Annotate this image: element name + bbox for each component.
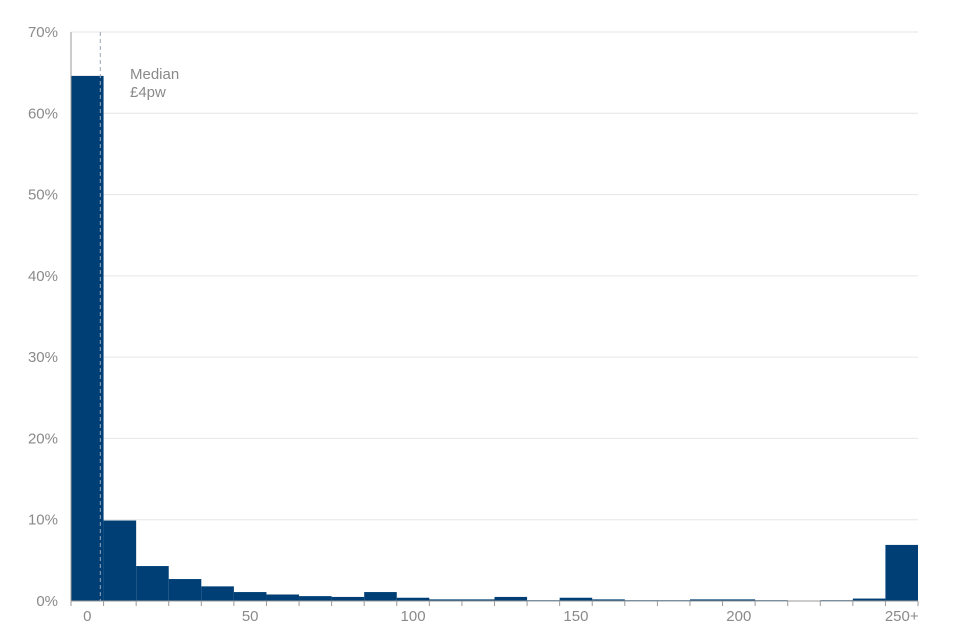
y-tick-label: 20%: [28, 430, 58, 447]
x-tick-label: 100: [401, 608, 426, 625]
x-tick-label: 50: [242, 608, 259, 625]
bars: [71, 75, 918, 601]
histogram-bar: [885, 544, 918, 601]
histogram-bar: [364, 592, 397, 601]
histogram-bar: [136, 566, 169, 601]
median-label: Median: [130, 66, 179, 83]
x-tick-label: 200: [726, 608, 751, 625]
histogram-bar: [266, 594, 300, 601]
histogram-bar: [689, 599, 723, 601]
histogram-bar: [559, 597, 593, 601]
y-tick-label: 60%: [28, 105, 58, 122]
x-tick-label: 250+: [885, 608, 919, 625]
median-marker: Median £4pw: [99, 32, 179, 601]
histogram-bar: [299, 596, 332, 601]
gridlines: [71, 31, 918, 521]
x-tick-label: 150: [563, 608, 588, 625]
histogram-bar: [168, 579, 202, 601]
y-tick-label: 0%: [36, 593, 58, 610]
histogram-bar: [852, 598, 886, 601]
x-tick-label: 0: [83, 608, 91, 625]
y-tick-label: 10%: [28, 512, 58, 529]
histogram-bar: [103, 520, 137, 601]
histogram-bar: [722, 599, 756, 601]
histogram-bar: [331, 596, 365, 601]
y-tick-label: 50%: [28, 187, 58, 204]
histogram-bar: [429, 599, 462, 601]
y-tick-label: 40%: [28, 268, 58, 285]
histogram-bar: [71, 75, 104, 601]
axes: 0% 10% 20% 30% 40% 50% 60% 70% 0 50 100 150 200 250+: [28, 24, 919, 625]
y-tick-label: 30%: [28, 349, 58, 366]
histogram-bar: [396, 597, 430, 601]
median-value-label: £4pw: [130, 84, 166, 101]
histogram-bar: [233, 592, 267, 601]
histogram-bar: [461, 599, 495, 601]
histogram-bar: [494, 596, 528, 601]
histogram-bar: [201, 586, 234, 601]
histogram-bar: [592, 599, 625, 601]
y-tick-label: 70%: [28, 24, 58, 41]
